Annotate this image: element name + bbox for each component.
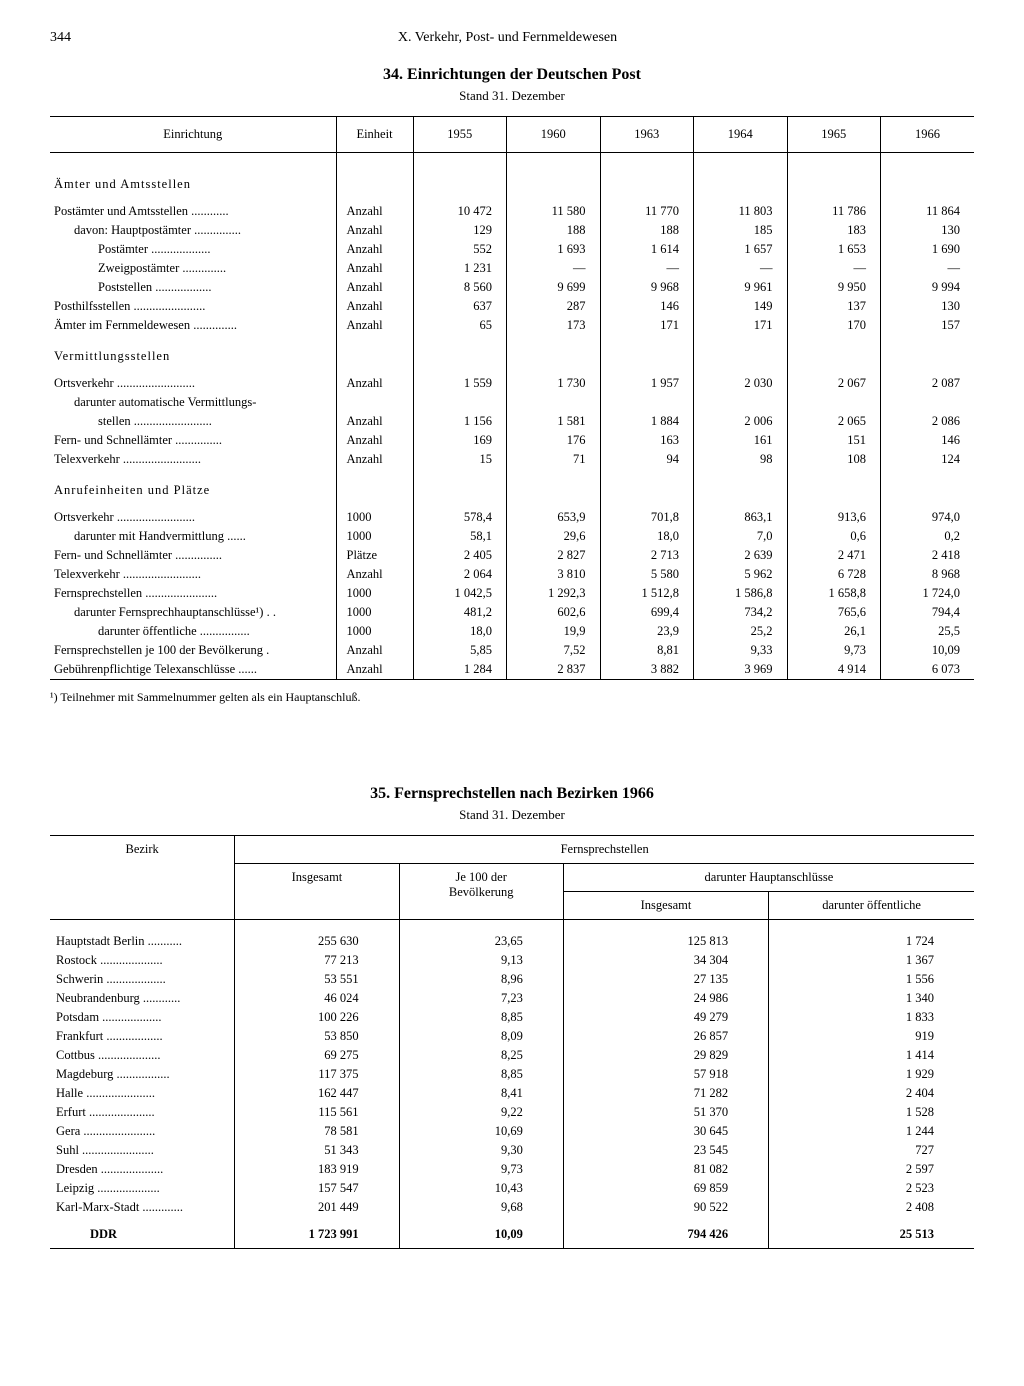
table-row: darunter Fernsprechhauptanschlüsse¹) . .… xyxy=(50,603,974,622)
table-row: Fernsprechstellen je 100 der Bevölkerung… xyxy=(50,641,974,660)
table-34-header-row: Einrichtung Einheit 1955 1960 1963 1964 … xyxy=(50,117,974,153)
th-1963: 1963 xyxy=(600,117,694,153)
th-1966: 1966 xyxy=(881,117,975,153)
table-34-subtitle: Stand 31. Dezember xyxy=(50,88,974,104)
th-1960: 1960 xyxy=(507,117,601,153)
th-haupt-oeffentlich: darunter öffentliche xyxy=(769,892,974,920)
table-row: Frankfurt ..................53 8508,0926… xyxy=(50,1027,974,1046)
table-row: Postämter ...................Anzahl5521 … xyxy=(50,240,974,259)
table-34: Einrichtung Einheit 1955 1960 1963 1964 … xyxy=(50,116,974,680)
table-row: Neubrandenburg ............46 0247,2324 … xyxy=(50,989,974,1008)
table-35-title: 35. Fernsprechstellen nach Bezirken 1966 xyxy=(50,785,974,803)
table-row: Karl-Marx-Stadt .............201 4499,68… xyxy=(50,1198,974,1217)
table-row: stellen .........................Anzahl1… xyxy=(50,412,974,431)
table-row: davon: Hauptpostämter ...............Anz… xyxy=(50,221,974,240)
table-row: Halle ......................162 4478,417… xyxy=(50,1084,974,1103)
th-fernsprechstellen: Fernsprechstellen xyxy=(235,836,974,864)
table-row: Magdeburg .................117 3758,8557… xyxy=(50,1065,974,1084)
th-1965: 1965 xyxy=(787,117,881,153)
page-number: 344 xyxy=(50,30,71,46)
table-row: darunter öffentliche ................100… xyxy=(50,622,974,641)
th-bezirk: Bezirk xyxy=(50,836,235,920)
table-row: Gebührenpflichtige Telexanschlüsse .....… xyxy=(50,660,974,680)
table-row: Posthilfsstellen .......................… xyxy=(50,297,974,316)
table-row: Fern- und Schnellämter ...............Pl… xyxy=(50,546,974,565)
table-row: Ortsverkehr .........................100… xyxy=(50,508,974,527)
table-row: Potsdam ...................100 2268,8549… xyxy=(50,1008,974,1027)
table-row: Hauptstadt Berlin ...........255 63023,6… xyxy=(50,932,974,951)
table-row: Postämter und Amtsstellen ............An… xyxy=(50,202,974,221)
table-row: Erfurt .....................115 5619,225… xyxy=(50,1103,974,1122)
table-row: Zweigpostämter ..............Anzahl1 231… xyxy=(50,259,974,278)
table-section-header: Anrufeinheiten und Plätze xyxy=(50,469,974,508)
table-total-row: DDR1 723 99110,09794 42625 513 xyxy=(50,1217,974,1249)
table-row: Dresden ....................183 9199,738… xyxy=(50,1160,974,1179)
table-row: Schwerin ...................53 5518,9627… xyxy=(50,970,974,989)
th-einrichtung: Einrichtung xyxy=(50,117,336,153)
table-row: Cottbus ....................69 2758,2529… xyxy=(50,1046,974,1065)
table-row: Rostock ....................77 2139,1334… xyxy=(50,951,974,970)
table-row: Suhl .......................51 3439,3023… xyxy=(50,1141,974,1160)
table-row: Ämter im Fernmeldewesen ..............An… xyxy=(50,316,974,335)
table-row: darunter mit Handvermittlung ......10005… xyxy=(50,527,974,546)
table-34-title: 34. Einrichtungen der Deutschen Post xyxy=(50,66,974,84)
table-row: Leipzig ....................157 54710,43… xyxy=(50,1179,974,1198)
table-section-header: Ämter und Amtsstellen xyxy=(50,163,974,202)
table-row: darunter automatische Vermittlungs- xyxy=(50,393,974,412)
table-row: Fernsprechstellen ......................… xyxy=(50,584,974,603)
table-row: Poststellen ..................Anzahl8 56… xyxy=(50,278,974,297)
table-row: Telexverkehr .........................An… xyxy=(50,450,974,469)
th-1955: 1955 xyxy=(413,117,507,153)
th-haupt-insgesamt: Insgesamt xyxy=(563,892,768,920)
th-insgesamt: Insgesamt xyxy=(235,864,399,920)
table-row: Gera .......................78 58110,693… xyxy=(50,1122,974,1141)
table-row: Telexverkehr .........................An… xyxy=(50,565,974,584)
table-35: Bezirk Fernsprechstellen Insgesamt Je 10… xyxy=(50,835,974,1249)
table-34-footnote: ¹) Teilnehmer mit Sammelnummer gelten al… xyxy=(50,690,974,705)
chapter-title: X. Verkehr, Post- und Fernmeldewesen xyxy=(398,30,617,46)
t35-header-row1: Bezirk Fernsprechstellen xyxy=(50,836,974,864)
table-row: Fern- und Schnellämter ...............An… xyxy=(50,431,974,450)
th-je100: Je 100 der Bevölkerung xyxy=(399,864,563,920)
th-haupt: darunter Hauptanschlüsse xyxy=(563,864,974,892)
table-35-subtitle: Stand 31. Dezember xyxy=(50,807,974,823)
page-header: 344 X. Verkehr, Post- und Fernmeldewesen xyxy=(50,30,974,46)
th-einheit: Einheit xyxy=(336,117,413,153)
table-row: Ortsverkehr .........................Anz… xyxy=(50,374,974,393)
table-section-header: Vermittlungsstellen xyxy=(50,335,974,374)
th-1964: 1964 xyxy=(694,117,788,153)
